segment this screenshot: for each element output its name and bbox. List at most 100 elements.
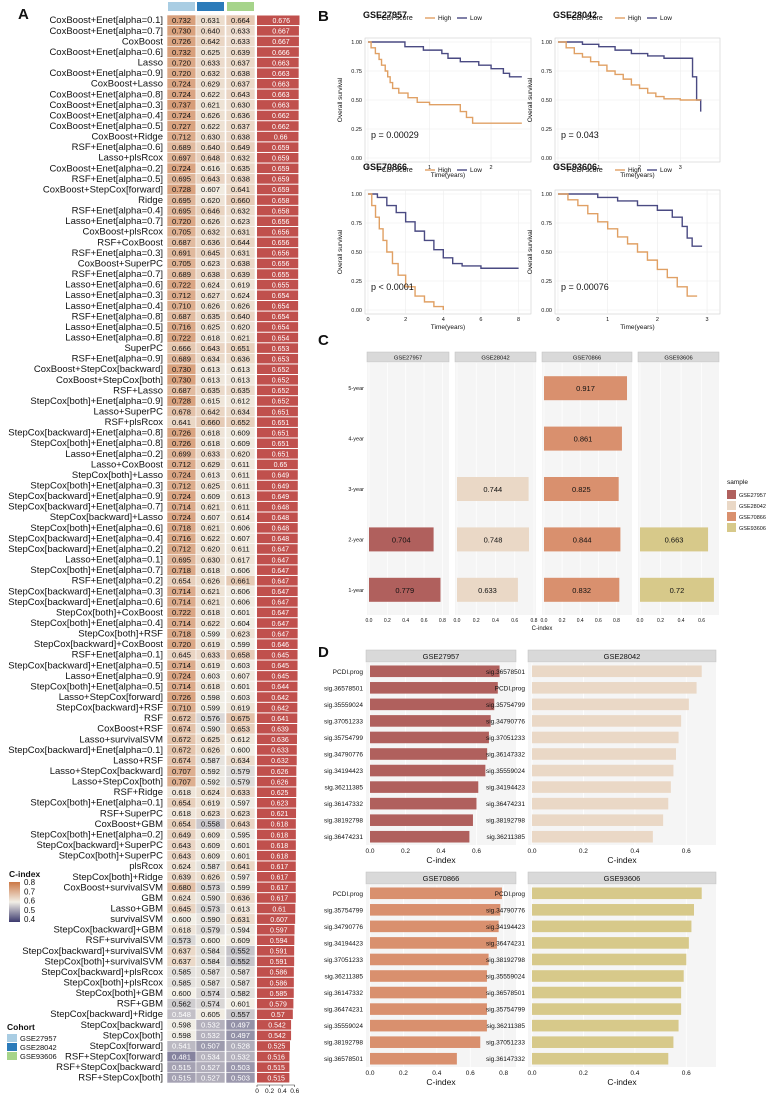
mean-cindex-bar [257, 1072, 290, 1083]
heatmap-cell-value: 0.515 [172, 1063, 191, 1072]
heatmap-cell-value: 0.579 [231, 777, 250, 786]
mean-cindex-bar [257, 279, 299, 290]
mean-cindex-bar [257, 1041, 290, 1051]
bar-d-sig.36474231 [532, 937, 689, 949]
heatmap-cell-value: 0.600 [172, 915, 191, 924]
heatmap-row-label: StepCox[both]+Enet[alpha=0.7] [30, 565, 163, 576]
mean-cindex-bar [257, 195, 299, 205]
mean-cindex-bar [257, 681, 298, 692]
mean-cindex-bar [257, 544, 298, 554]
mean-cindex-bar [257, 417, 298, 427]
bar-d-sig.36578501 [370, 682, 498, 694]
heatmap-cell-value: 0.660 [231, 196, 250, 205]
heatmap-row-label: Lasso+Enet[alpha=0.6] [65, 280, 163, 291]
heatmap-row-label: CoxBoost+Ridge [91, 132, 163, 143]
heatmap-cell-value: 0.643 [172, 851, 191, 860]
km-y-tick-label: 0.25 [351, 279, 362, 285]
bar-d-PCDI.prog [532, 682, 697, 694]
heatmap-row-label: StepCox[backward]+Enet[alpha=0.7] [8, 502, 163, 513]
facet-d-row-label: sig.36147332 [486, 752, 525, 759]
heatmap-cell-value: 0.728 [172, 397, 191, 406]
mean-cindex-bar [257, 184, 299, 195]
heatmap-cell-value: 0.574 [201, 999, 220, 1008]
heatmap-cell-value: 0.695 [172, 206, 191, 215]
facet-plot-bg [638, 363, 719, 615]
heatmap-cell-value: 0.618 [201, 682, 220, 691]
mean-cindex-bar [257, 745, 297, 755]
mean-cindex-value: 0.658 [272, 198, 290, 205]
km-curve-low [558, 193, 703, 247]
heatmap-cell-value: 0.611 [231, 481, 249, 490]
mean-cindex-bar [257, 977, 294, 988]
heatmap-cell-value: 0.629 [201, 460, 220, 469]
km-curve-low [368, 193, 519, 269]
heatmap-cell-value: 0.611 [231, 460, 249, 469]
facet-x-tick-label: 0.6 [595, 618, 602, 624]
mean-cindex-value: 0.644 [271, 684, 289, 691]
mean-cindex-bar [257, 459, 298, 470]
facet-x-tick-label: 0.0 [366, 618, 373, 624]
bar-d-sig.34194423 [532, 781, 671, 793]
mean-cindex-bar [257, 660, 298, 671]
heatmap-cell-value: 0.620 [201, 196, 220, 205]
heatmap-cell-value: 0.638 [231, 259, 250, 268]
heatmap-row-label: StepCox[backward]+Enet[alpha=0.4] [8, 533, 163, 544]
mean-cindex-bar [257, 438, 298, 449]
km-y-tick-label: 0.50 [541, 250, 552, 256]
heatmap-cell-value: 0.621 [201, 598, 220, 607]
heatmap-cell-value: 0.601 [231, 999, 250, 1008]
heatmap-cell-value: 0.592 [201, 767, 220, 776]
facet-d-row-label: sig.36211385 [324, 974, 363, 981]
heatmap-cell-value: 0.573 [201, 904, 220, 913]
facet-d-row-label: sig.35754799 [324, 907, 363, 914]
mean-cindex-value: 0.647 [272, 568, 290, 575]
mean-cindex-bar [257, 364, 298, 375]
mean-cindex-value: 0.648 [272, 515, 290, 522]
heatmap-row-label: CoxBoost+GBM [95, 819, 163, 830]
heatmap-cell-value: 0.612 [231, 397, 250, 406]
mean-cindex-bar [257, 607, 298, 618]
heatmap-cell-value: 0.599 [231, 640, 250, 649]
km-p-value: p = 0.043 [561, 130, 599, 140]
heatmap-cell-value: 0.616 [201, 164, 220, 173]
heatmap-cell-value: 0.645 [172, 650, 191, 659]
facet-d-x-tick-label: 0.2 [399, 1070, 408, 1077]
heatmap-cell-value: 0.534 [201, 1052, 220, 1061]
mean-cindex-value: 0.656 [272, 261, 290, 268]
km-x-tick-label: 3 [679, 165, 682, 171]
heatmap-cell-value: 0.637 [231, 122, 250, 131]
heatmap-cell-value: 0.626 [201, 576, 220, 585]
facet-x-tick-label: 0.6 [511, 618, 518, 624]
heatmap-cell-value: 0.674 [172, 756, 191, 765]
heatmap-row-label: StepCox[both]+Ridge [72, 872, 163, 883]
facet-d-row-label: sig.36211385 [486, 1023, 525, 1030]
mean-cindex-bar [257, 628, 298, 639]
km-y-tick-label: 0.50 [541, 98, 552, 104]
heatmap-cell-value: 0.654 [172, 820, 191, 829]
heatmap-cell-value: 0.645 [172, 904, 191, 913]
km-y-tick-label: 0.75 [541, 221, 552, 227]
mean-cindex-value: 0.647 [272, 621, 290, 628]
heatmap-cell-value: 0.720 [172, 217, 191, 226]
bar-c-value-label: 0.779 [395, 586, 414, 595]
mean-cindex-bar [257, 797, 297, 808]
heatmap-cell-value: 0.597 [231, 799, 250, 808]
bar-c-GSE70866-5-year [544, 376, 628, 401]
mean-cindex-value: 0.651 [272, 409, 290, 416]
heatmap-cell-value: 0.695 [172, 175, 191, 184]
heatmap-cell-value: 0.664 [231, 16, 250, 25]
bar-c-value-label: 0.744 [483, 485, 502, 494]
mean-cindex-bar [257, 78, 299, 89]
heatmap-row-label: StepCox[backward] [81, 1020, 163, 1031]
mean-cindex-bar [257, 322, 299, 332]
heatmap-cell-value: 0.625 [201, 48, 220, 57]
facet-d-x-axis-label: C-index [607, 1077, 637, 1087]
heatmap-cell-value: 0.712 [172, 481, 191, 490]
facet-d-x-axis-label: C-index [426, 1077, 456, 1087]
heatmap-cell-value: 0.587 [201, 978, 220, 987]
heatmap-cell-value: 0.626 [201, 302, 220, 311]
mean-cindex-value: 0.654 [272, 293, 290, 300]
heatmap-row-label: StepCox[both]+RSF [78, 629, 163, 640]
mean-cindex-bar [257, 713, 298, 723]
heatmap-cell-value: 0.585 [172, 968, 191, 977]
